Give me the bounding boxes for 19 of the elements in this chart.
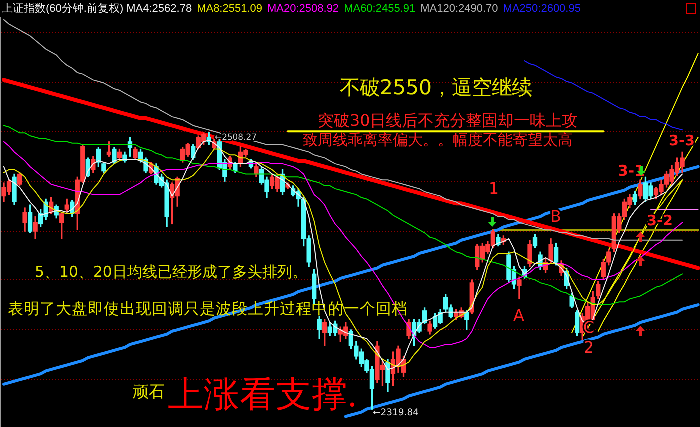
- text: MA250:2600.95: [503, 2, 581, 14]
- annotation: 5、10、20日均线已经形成了多头排列。: [35, 262, 308, 281]
- annotation: 上涨看支撑.: [168, 374, 357, 414]
- annotation: 1: [488, 179, 500, 198]
- text: MA4:2562.78: [126, 2, 192, 14]
- text: MA120:2490.70: [420, 2, 498, 14]
- annotation: 致周线乖离率偏大。。幅度不能寄望太高: [303, 130, 573, 149]
- annotation: 突破30日线后不充分整固却一味上攻: [318, 111, 578, 130]
- text: MA8:2551.09: [197, 2, 262, 14]
- annotation: ←2319.84: [373, 407, 420, 418]
- annotation: 3-3: [669, 134, 695, 150]
- annotation: 2: [584, 338, 594, 358]
- annotation: A: [514, 306, 525, 326]
- text: MA60:2455.91: [344, 2, 416, 14]
- annotation: B: [550, 207, 562, 226]
- chart-title: 上证指数(60分钟.前复权): [2, 2, 124, 16]
- text: MA20:2508.92: [268, 2, 340, 14]
- annotation: 顽石: [132, 382, 165, 402]
- annotation: 不破2550，逼空继续: [340, 75, 532, 100]
